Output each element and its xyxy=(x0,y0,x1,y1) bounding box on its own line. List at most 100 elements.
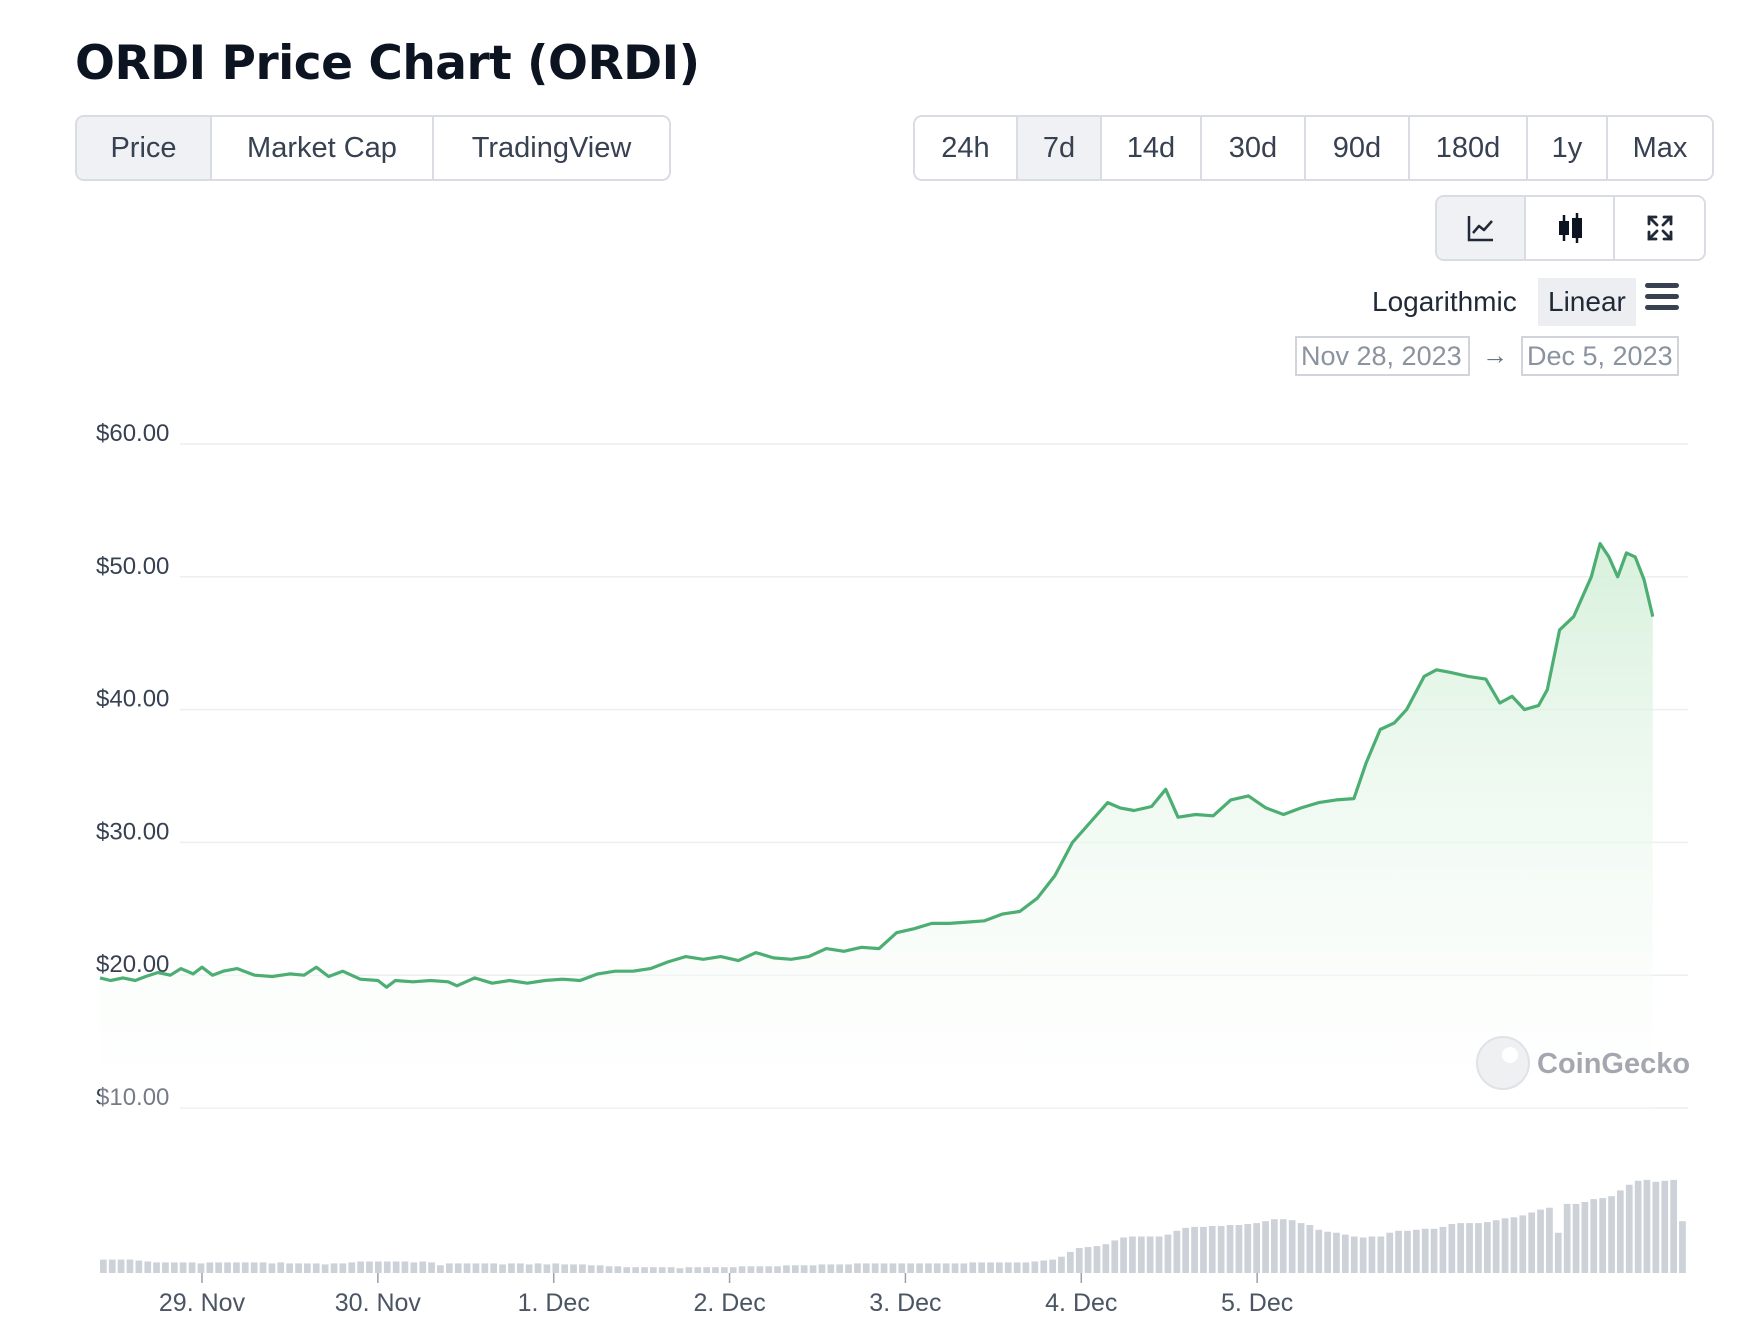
volume-bar xyxy=(827,1264,835,1273)
volume-bar xyxy=(1093,1246,1101,1273)
volume-bar xyxy=(419,1261,427,1273)
volume-bar xyxy=(1013,1262,1021,1273)
volume-bar xyxy=(1288,1220,1296,1273)
volume-bar xyxy=(1235,1225,1243,1273)
volume-bar xyxy=(259,1262,267,1273)
volume-bar xyxy=(1457,1223,1464,1273)
coingecko-watermark: CoinGecko xyxy=(1476,1036,1690,1090)
x-tick-label: 3. Dec xyxy=(869,1289,941,1317)
volume-bar xyxy=(428,1262,435,1273)
volume-bar xyxy=(818,1264,826,1273)
volume-bar xyxy=(171,1262,178,1273)
volume-bar xyxy=(1404,1230,1411,1273)
hamburger-menu-icon[interactable] xyxy=(1645,283,1679,313)
volume-bar xyxy=(179,1262,187,1273)
line-chart-icon xyxy=(1467,216,1493,242)
candlestick-icon xyxy=(1558,213,1582,243)
volume-bar xyxy=(1439,1226,1447,1273)
volume-bar xyxy=(1146,1236,1154,1273)
volume-bar xyxy=(694,1267,702,1273)
volume-bar xyxy=(942,1263,950,1273)
volume-bar xyxy=(1120,1237,1127,1273)
volume-bar xyxy=(658,1267,666,1273)
volume-bar xyxy=(738,1266,746,1273)
fullscreen-icon xyxy=(1647,215,1672,241)
range-90d[interactable]: 90d xyxy=(1306,117,1410,179)
tab-tradingview[interactable]: TradingView xyxy=(471,131,632,164)
volume-bar xyxy=(1643,1179,1651,1273)
volume-bar xyxy=(1004,1262,1012,1273)
volume-bar xyxy=(1084,1247,1092,1273)
volume-bar xyxy=(871,1263,879,1273)
volume-bar xyxy=(1208,1226,1216,1273)
volume-bar xyxy=(1519,1215,1527,1273)
volume-bar xyxy=(215,1262,222,1273)
range-1y[interactable]: 1y xyxy=(1528,117,1608,179)
range-7d[interactable]: 7d xyxy=(1018,117,1102,179)
volume-bar xyxy=(792,1265,799,1273)
volume-bar xyxy=(437,1265,444,1273)
fullscreen-button[interactable] xyxy=(1615,197,1704,259)
volume-bar xyxy=(1058,1256,1065,1273)
volume-bar xyxy=(268,1263,276,1273)
volume-bar xyxy=(1634,1180,1642,1273)
volume-bar xyxy=(676,1268,684,1273)
volume-bar xyxy=(641,1267,648,1273)
range-24h[interactable]: 24h xyxy=(915,117,1018,179)
volume-bar xyxy=(357,1261,364,1273)
volume-bar xyxy=(1581,1202,1589,1273)
volume-bar xyxy=(250,1262,258,1273)
range-max[interactable]: Max xyxy=(1632,131,1688,164)
volume-bar xyxy=(108,1259,116,1273)
line-chart-button[interactable] xyxy=(1437,197,1526,259)
range-tabs: 24h 7d 14d 30d 90d 180d 1y Max xyxy=(913,115,1714,181)
tab-market-cap[interactable]: Market Cap xyxy=(212,117,434,179)
x-tick-label: 30. Nov xyxy=(335,1289,422,1317)
volume-bar xyxy=(747,1266,755,1273)
volume-bar xyxy=(375,1261,382,1273)
scale-linear-button[interactable]: Linear xyxy=(1538,278,1636,326)
volume-bar xyxy=(312,1263,320,1273)
volume-bar xyxy=(933,1263,941,1273)
volume-bar xyxy=(1350,1236,1358,1273)
volume-bar xyxy=(765,1266,773,1273)
volume-bar xyxy=(960,1263,968,1273)
range-14d[interactable]: 14d xyxy=(1102,117,1202,179)
range-30d[interactable]: 30d xyxy=(1202,117,1306,179)
volume-bar xyxy=(339,1263,347,1273)
y-tick-label: $40.00 xyxy=(96,686,169,713)
watermark-text: CoinGecko xyxy=(1537,1048,1690,1080)
volume-bar xyxy=(534,1263,542,1273)
volume-bar xyxy=(543,1264,551,1273)
volume-bar xyxy=(525,1264,533,1273)
volume-bar xyxy=(508,1263,515,1273)
tab-price[interactable]: Price xyxy=(77,117,212,179)
x-tick-label: 1. Dec xyxy=(518,1289,590,1317)
volume-bar xyxy=(1342,1234,1349,1273)
volume-bar xyxy=(685,1267,693,1273)
volume-bar xyxy=(1537,1209,1544,1273)
volume-bar xyxy=(517,1263,524,1273)
scale-logarithmic-button[interactable]: Logarithmic xyxy=(1372,286,1517,317)
volume-bar xyxy=(800,1265,808,1273)
date-to-input[interactable]: Dec 5, 2023 xyxy=(1521,336,1679,376)
chart-type-tabs xyxy=(1435,195,1706,261)
volume-bar xyxy=(472,1263,480,1273)
date-from-input[interactable]: Nov 28, 2023 xyxy=(1295,336,1470,376)
volume-bar xyxy=(1501,1218,1509,1273)
volume-bar xyxy=(1217,1226,1225,1273)
range-180d[interactable]: 180d xyxy=(1410,117,1528,179)
volume-bar xyxy=(1138,1236,1145,1273)
x-tick-label: 2. Dec xyxy=(693,1289,765,1317)
volume-bar xyxy=(1155,1236,1163,1273)
volume-bar xyxy=(1359,1237,1367,1273)
candlestick-button[interactable] xyxy=(1526,197,1615,259)
volume-bar xyxy=(481,1263,489,1273)
volume-bar xyxy=(889,1263,897,1273)
volume-bar xyxy=(614,1266,622,1273)
volume-bar xyxy=(987,1262,994,1273)
volume-bar xyxy=(1679,1221,1686,1273)
volume-bar xyxy=(499,1264,506,1273)
volume-bar xyxy=(1590,1199,1598,1273)
y-tick-label: $50.00 xyxy=(96,553,169,580)
